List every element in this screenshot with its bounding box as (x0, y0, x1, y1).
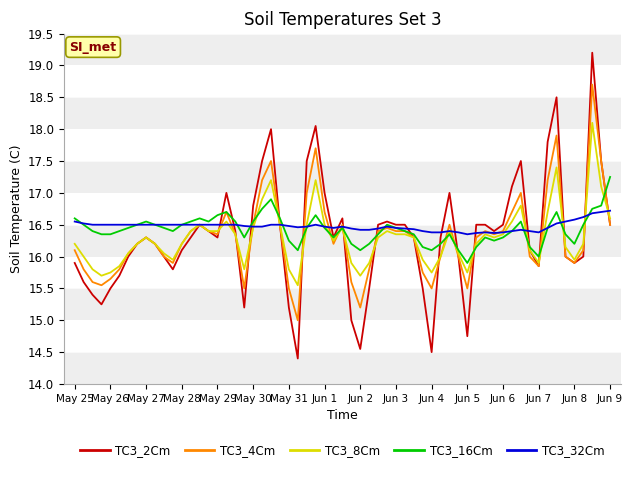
TC3_32Cm (356, 227, 364, 233)
TC3_2Cm (259, 158, 266, 164)
TC3_16Cm (544, 225, 552, 231)
TC3_4Cm (259, 177, 266, 183)
TC3_4Cm (71, 247, 79, 253)
TC3_8Cm (71, 241, 79, 247)
TC3_2Cm (588, 50, 596, 56)
TC3_8Cm (178, 241, 186, 247)
Bar (64, 97, 621, 129)
Bar (64, 193, 621, 225)
TC3_4Cm (606, 222, 614, 228)
TC3_16Cm (392, 225, 400, 231)
TC3_16Cm (356, 247, 364, 253)
Line: TC3_8Cm: TC3_8Cm (75, 123, 610, 285)
TC3_16Cm (606, 174, 614, 180)
TC3_2Cm (606, 222, 614, 228)
TC3_8Cm (606, 216, 614, 221)
TC3_8Cm (294, 282, 301, 288)
TC3_2Cm (544, 139, 552, 145)
Legend: TC3_2Cm, TC3_4Cm, TC3_8Cm, TC3_16Cm, TC3_32Cm: TC3_2Cm, TC3_4Cm, TC3_8Cm, TC3_16Cm, TC3… (76, 439, 609, 461)
TC3_2Cm (294, 356, 301, 361)
TC3_8Cm (544, 209, 552, 215)
TC3_4Cm (294, 317, 301, 323)
TC3_4Cm (401, 228, 409, 234)
TC3_32Cm (544, 225, 552, 231)
TC3_4Cm (588, 82, 596, 87)
Bar (64, 257, 621, 288)
TC3_16Cm (196, 216, 204, 221)
TC3_16Cm (463, 260, 471, 266)
TC3_32Cm (178, 222, 186, 228)
Text: SI_met: SI_met (70, 41, 116, 54)
Bar (64, 65, 621, 97)
Line: TC3_16Cm: TC3_16Cm (75, 177, 610, 263)
TC3_8Cm (196, 222, 204, 228)
Bar (64, 161, 621, 193)
TC3_16Cm (178, 222, 186, 228)
TC3_4Cm (178, 241, 186, 247)
Line: TC3_2Cm: TC3_2Cm (75, 53, 610, 359)
TC3_8Cm (401, 231, 409, 237)
TC3_2Cm (71, 260, 79, 266)
TC3_32Cm (392, 225, 400, 231)
Bar (64, 34, 621, 65)
Bar (64, 288, 621, 320)
TC3_4Cm (365, 266, 373, 272)
TC3_2Cm (401, 222, 409, 228)
TC3_8Cm (259, 196, 266, 202)
TC3_8Cm (588, 120, 596, 126)
Title: Soil Temperatures Set 3: Soil Temperatures Set 3 (244, 11, 441, 29)
TC3_32Cm (71, 219, 79, 225)
Bar (64, 129, 621, 161)
TC3_4Cm (196, 222, 204, 228)
Bar (64, 225, 621, 257)
X-axis label: Time: Time (327, 409, 358, 422)
TC3_16Cm (259, 206, 266, 212)
TC3_32Cm (259, 224, 266, 229)
TC3_2Cm (178, 247, 186, 253)
TC3_8Cm (365, 260, 373, 266)
TC3_32Cm (463, 231, 471, 237)
Line: TC3_4Cm: TC3_4Cm (75, 84, 610, 320)
Bar (64, 352, 621, 384)
TC3_2Cm (196, 222, 204, 228)
TC3_32Cm (196, 222, 204, 228)
Line: TC3_32Cm: TC3_32Cm (75, 211, 610, 234)
TC3_4Cm (544, 177, 552, 183)
TC3_32Cm (606, 208, 614, 214)
Y-axis label: Soil Temperature (C): Soil Temperature (C) (10, 144, 22, 273)
Bar (64, 320, 621, 352)
TC3_16Cm (71, 216, 79, 221)
TC3_2Cm (365, 286, 373, 291)
